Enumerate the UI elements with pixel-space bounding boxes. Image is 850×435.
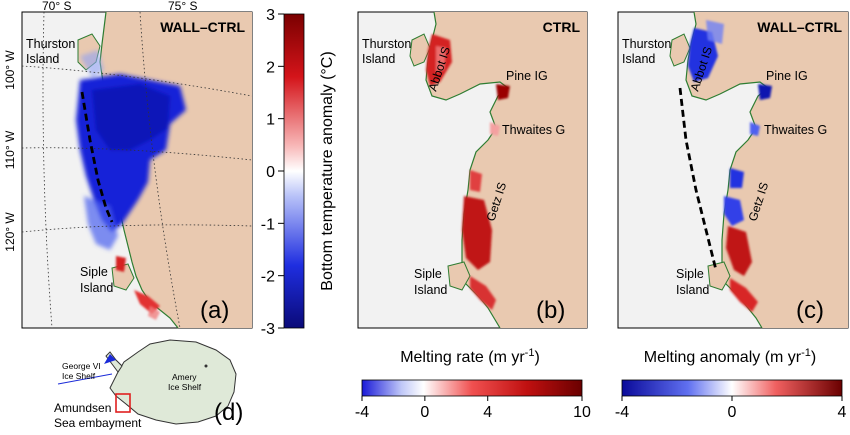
- antarctica-outline: [109, 339, 237, 425]
- panel-a-thurston-label-1: Thurston: [26, 37, 75, 51]
- anom-tick-label: 4: [838, 404, 847, 421]
- temp-colorbar-label: Bottom temperature anomaly (°C): [319, 51, 336, 290]
- anom-tick-label: 0: [728, 404, 737, 421]
- anom-colorbar: Melting anomaly (m yr-1) -4 0 4: [615, 347, 847, 421]
- panel-c: WALL–CTRL Thurston Island Abbot IS Pine …: [617, 11, 849, 329]
- melt-colorbar: Melting rate (m yr-1) -4 0 4 10: [355, 347, 591, 421]
- panel-c-siple-label-1: Siple: [676, 267, 704, 281]
- panel-a-wall-line: [80, 91, 114, 223]
- panel-b-title: CTRL: [543, 19, 581, 35]
- panel-b: CTRL Thurston Island Abbot IS Pine IG Th…: [357, 11, 588, 329]
- panel-b-melt-areas: [426, 34, 510, 310]
- temp-colorbar-ticks: 3 2 1 0 -1 -2 -3: [261, 7, 284, 338]
- panel-c-thurston-island: [669, 33, 691, 67]
- lon-label-110: 110° W: [3, 130, 17, 169]
- melt-colorbar-ticks: -4 0 4 10: [355, 396, 591, 421]
- panel-b-thurston-island: [409, 33, 431, 67]
- temp-colorbar-bar: [283, 13, 305, 329]
- panel-c-melt-anomaly: [688, 20, 772, 312]
- lon-label-100: 100° W: [3, 50, 17, 90]
- melt-tick-label: -4: [355, 404, 369, 421]
- panel-a-siple-label-1: Siple: [80, 265, 108, 279]
- panel-b-siple-island: [447, 261, 471, 291]
- amundsen-label-1: Amundsen: [54, 401, 111, 415]
- panel-c-thurston-label-1: Thurston: [622, 37, 671, 51]
- panel-b-pine-label: Pine IG: [506, 69, 548, 83]
- temp-tick-label: -3: [261, 321, 275, 338]
- george-vi-label-2: Ice Shelf: [62, 371, 96, 381]
- melt-tick-label: 0: [420, 404, 429, 421]
- amery-marker: [204, 364, 208, 368]
- temp-tick-label: 2: [266, 59, 275, 76]
- temp-tick-label: 0: [266, 164, 275, 181]
- panel-b-letter: (b): [536, 297, 565, 324]
- temp-tick-label: -1: [261, 216, 275, 233]
- panel-c-thwaites-label: Thwaites G: [764, 123, 827, 137]
- panel-c-wall-line: [678, 87, 718, 271]
- amundsen-box: [115, 393, 131, 413]
- panel-c-thurston-label-2: Island: [622, 52, 655, 66]
- panel-c-pine-label: Pine IG: [766, 69, 808, 83]
- panel-b-siple-label-2: Island: [414, 283, 447, 297]
- amery-label-1: Amery: [172, 372, 197, 382]
- panel-b-thurston-label-2: Island: [362, 52, 395, 66]
- panel-b-siple-label-1: Siple: [414, 267, 442, 281]
- george-vi-marker: [104, 354, 116, 364]
- temp-tick-label: 3: [266, 7, 275, 24]
- panel-a-title: WALL–CTRL: [160, 19, 245, 35]
- panel-a: 70° S 75° S 100° W 110° W 120° W WALL–CT…: [3, 0, 253, 329]
- melt-tick-label: 10: [573, 404, 591, 421]
- anom-tick-label: -4: [615, 404, 629, 421]
- panel-a-graticule: [21, 11, 253, 329]
- panel-c-siple-label-2: Island: [676, 283, 709, 297]
- panel-a-warm-anomaly: [116, 256, 160, 320]
- lon-label-120: 120° W: [3, 212, 17, 252]
- panel-a-siple-label-2: Island: [80, 281, 113, 295]
- george-vi-pointer: [57, 373, 113, 385]
- panel-c-title: WALL–CTRL: [757, 19, 842, 35]
- temp-colorbar: 3 2 1 0 -1 -2 -3 Bottom temperature anomaly (°…: [261, 7, 336, 338]
- panel-b-thurston-label-1: Thurston: [362, 37, 411, 51]
- lat-label-75: 75° S: [168, 0, 197, 13]
- panel-c-letter: (c): [796, 297, 824, 324]
- george-vi-label-1: George VI: [62, 361, 101, 371]
- temp-tick-label: 1: [266, 112, 275, 129]
- panel-c-siple-island: [707, 261, 731, 291]
- melt-tick-label: 4: [483, 404, 492, 421]
- panel-b-thwaites-label: Thwaites G: [502, 123, 565, 137]
- melt-colorbar-bar: [361, 379, 583, 397]
- panel-d-letter: (d): [214, 399, 243, 426]
- melt-colorbar-label: Melting rate (m yr-1): [400, 347, 540, 366]
- panel-a-thurston-label-2: Island: [26, 52, 59, 66]
- panel-d: George VI Ice Shelf Amery Ice Shelf Amun…: [54, 339, 243, 430]
- panel-a-siple-island: [111, 263, 135, 291]
- panel-a-letter: (a): [200, 297, 229, 324]
- panel-a-cold-anomaly: [76, 50, 186, 250]
- anom-colorbar-bar: [621, 379, 843, 397]
- amundsen-label-2: Sea embayment: [54, 416, 142, 430]
- lat-label-70: 70° S: [42, 0, 71, 13]
- anom-colorbar-ticks: -4 0 4: [615, 396, 847, 421]
- amery-label-2: Ice Shelf: [168, 382, 202, 392]
- anom-colorbar-label: Melting anomaly (m yr-1): [644, 347, 816, 366]
- temp-tick-label: -2: [261, 269, 275, 286]
